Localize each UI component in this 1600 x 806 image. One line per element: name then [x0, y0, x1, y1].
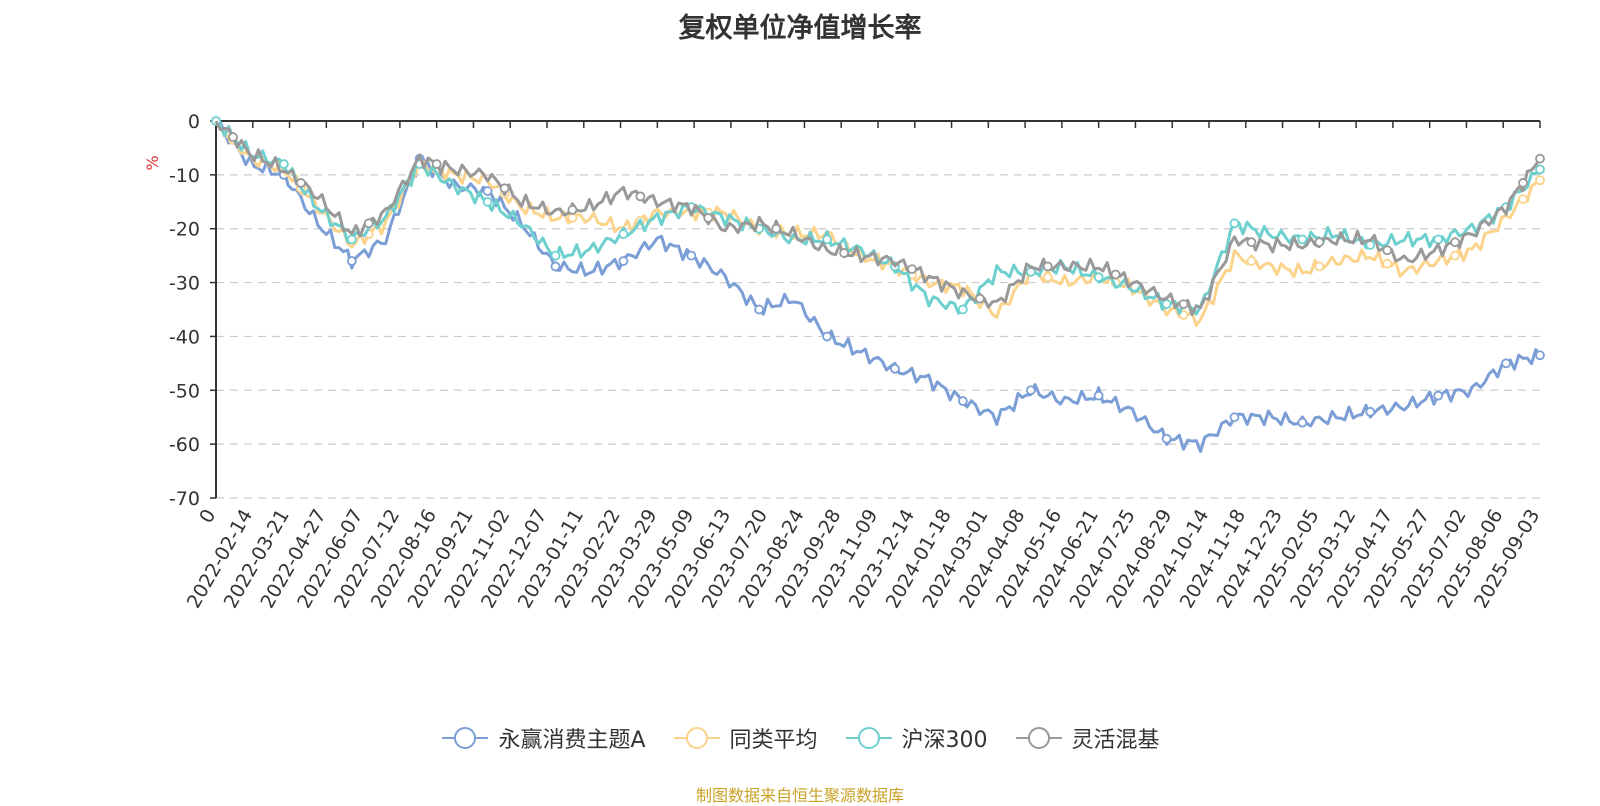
legend-item[interactable]: 灵活混基	[1014, 722, 1160, 754]
y-tick-label: -60	[169, 434, 200, 456]
data-point[interactable]	[1161, 433, 1172, 444]
y-tick-label: -70	[169, 488, 200, 510]
y-tick-label: -20	[169, 219, 200, 241]
data-point[interactable]	[974, 293, 985, 304]
y-tick-label: -50	[169, 380, 200, 402]
data-point[interactable]	[618, 229, 629, 240]
data-point[interactable]	[567, 213, 578, 223]
data-point[interactable]	[771, 223, 782, 234]
chart-title: 复权单位净值增长率	[678, 13, 922, 44]
data-point[interactable]	[1518, 194, 1528, 204]
data-point[interactable]	[1433, 234, 1444, 245]
data-point[interactable]	[482, 186, 493, 196]
data-point[interactable]	[1535, 350, 1545, 361]
x-tick-label: 0	[195, 506, 220, 527]
data-point[interactable]	[363, 218, 374, 229]
series-lines	[211, 116, 1545, 454]
data-point[interactable]	[686, 250, 697, 261]
data-point[interactable]	[346, 256, 357, 266]
legend-label: 永赢消费主题A	[498, 728, 646, 753]
data-point[interactable]	[1501, 358, 1511, 369]
data-point[interactable]	[1535, 153, 1545, 164]
legend-item[interactable]: 沪深300	[844, 722, 988, 754]
data-point[interactable]	[1535, 175, 1545, 186]
series-line	[214, 120, 1542, 317]
data-point[interactable]	[1365, 406, 1376, 417]
data-point[interactable]	[278, 159, 289, 169]
data-point[interactable]	[295, 178, 306, 188]
data-point[interactable]	[1535, 164, 1545, 175]
legend-label: 灵活混基	[1071, 728, 1160, 753]
data-point[interactable]	[957, 304, 968, 315]
legend-label: 同类平均	[729, 728, 818, 753]
legend-item[interactable]: 永赢消费主题A	[440, 722, 646, 754]
tick-labels: 0-10-20-30-40-50-60-70%02022-02-142022-0…	[143, 111, 1544, 612]
data-point[interactable]	[550, 250, 561, 261]
data-point[interactable]	[1110, 269, 1121, 280]
legend-line-circle-icon	[442, 727, 489, 749]
legend-line-circle-icon	[845, 727, 892, 749]
legend-line-circle-icon	[1015, 727, 1062, 749]
y-tick-label: -40	[169, 326, 200, 348]
data-point[interactable]	[1093, 272, 1104, 283]
legend: 永赢消费主题A 同类平均 沪深300 灵活混基	[0, 722, 1600, 754]
axes	[210, 120, 1541, 499]
data-point[interactable]	[1297, 417, 1308, 428]
data-point[interactable]	[567, 204, 578, 215]
data-point[interactable]	[839, 248, 849, 258]
y-tick-label: -10	[169, 165, 200, 187]
data-point[interactable]	[1229, 218, 1240, 229]
data-point[interactable]	[754, 304, 765, 315]
data-point[interactable]	[1246, 256, 1257, 266]
data-point[interactable]	[822, 331, 832, 342]
legend-item[interactable]: 同类平均	[672, 722, 818, 754]
data-point[interactable]	[1450, 250, 1461, 261]
data-point[interactable]	[1042, 261, 1053, 272]
y-tick-label: -30	[169, 273, 200, 295]
series-line	[214, 120, 1541, 327]
data-point[interactable]	[1042, 272, 1053, 283]
legend-line-circle-icon	[673, 727, 720, 749]
data-point[interactable]	[890, 363, 900, 374]
data-point[interactable]	[1518, 178, 1528, 188]
data-point[interactable]	[1314, 261, 1325, 272]
y-tick-label: 0	[188, 111, 200, 133]
data-point[interactable]	[1297, 234, 1308, 245]
data-point[interactable]	[703, 213, 714, 223]
data-point[interactable]	[1025, 385, 1036, 396]
data-point[interactable]	[635, 191, 646, 202]
source-footer: 制图数据来自恒生聚源数据库	[695, 786, 904, 805]
data-point[interactable]	[822, 234, 832, 245]
data-point[interactable]	[1382, 258, 1393, 269]
data-point[interactable]	[1229, 412, 1240, 423]
grid-lines	[216, 174, 1540, 499]
data-point[interactable]	[1093, 390, 1104, 401]
data-point[interactable]	[1382, 245, 1393, 256]
data-point[interactable]	[431, 159, 442, 169]
data-point[interactable]	[499, 183, 510, 194]
legend-label: 沪深300	[901, 728, 988, 753]
data-point[interactable]	[907, 264, 917, 275]
data-point[interactable]	[550, 261, 561, 272]
series-line	[214, 119, 1542, 316]
data-point[interactable]	[618, 256, 629, 266]
data-point[interactable]	[1450, 237, 1461, 248]
data-point[interactable]	[957, 396, 968, 406]
y-axis-label: %	[143, 155, 162, 170]
data-point[interactable]	[346, 234, 357, 245]
data-point[interactable]	[1178, 299, 1189, 310]
data-point[interactable]	[1161, 299, 1172, 310]
data-point[interactable]	[1314, 237, 1325, 248]
data-point[interactable]	[1433, 390, 1444, 401]
data-point[interactable]	[228, 132, 238, 143]
data-point[interactable]	[482, 196, 493, 207]
data-point[interactable]	[1246, 237, 1257, 248]
